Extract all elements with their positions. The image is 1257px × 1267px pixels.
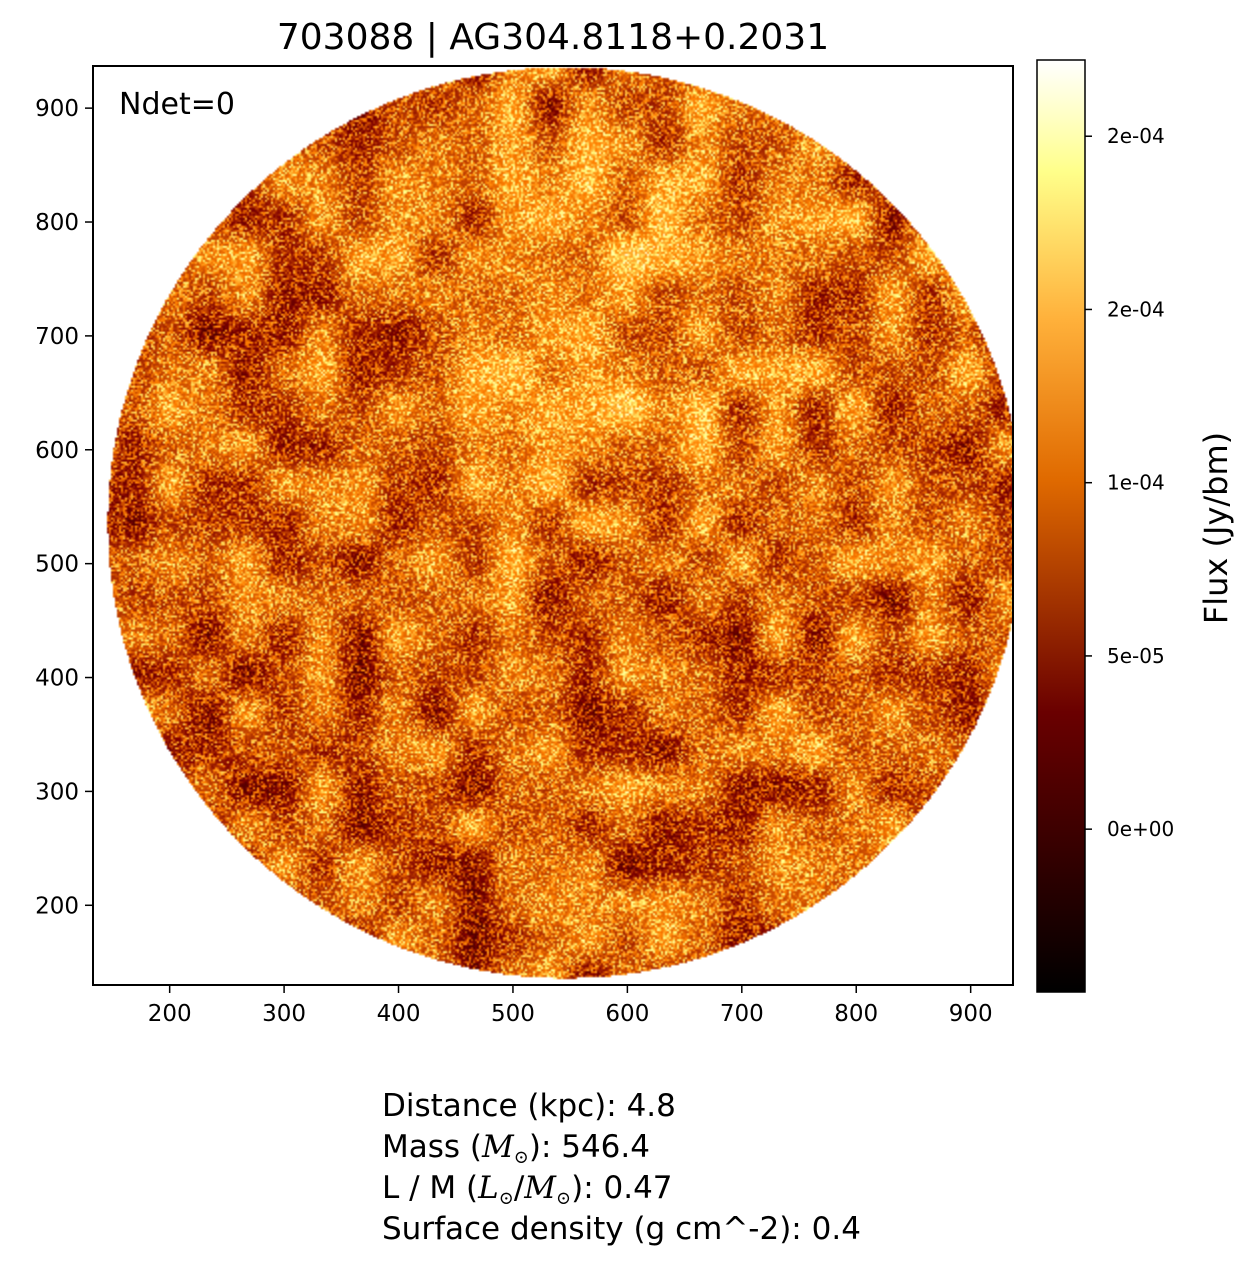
- x-axis: 200 300 400 500 600 700 800 900: [148, 985, 993, 1027]
- y-tick-label: 500: [35, 552, 79, 578]
- colorbar-frame: [1036, 59, 1086, 993]
- colorbar-ticks: 0e+00 5e-05 1e-04 2e-04 2e-04: [1085, 124, 1174, 841]
- lm-suffix: ): 0.47: [571, 1170, 673, 1206]
- lm-line: L / M (L⊙/M⊙): 0.47: [382, 1170, 673, 1209]
- colorbar: [1037, 60, 1085, 992]
- y-tick-label: 600: [35, 438, 79, 464]
- flux-map-image: [93, 66, 1013, 985]
- mass-line: Mass (M⊙): 546.4: [382, 1129, 650, 1168]
- x-tick-label: 600: [605, 1001, 649, 1027]
- y-tick-label: 400: [35, 666, 79, 692]
- plot-frame: [92, 65, 1014, 986]
- x-tick-label: 300: [262, 1001, 306, 1027]
- x-tick-label: 800: [834, 1001, 878, 1027]
- colorbar-label: Flux (Jy/bm): [1197, 432, 1235, 624]
- mass-prefix: Mass (: [382, 1129, 482, 1165]
- mass-suffix: ): 546.4: [528, 1129, 650, 1165]
- y-tick-label: 200: [35, 893, 79, 919]
- ndet-annotation: Ndet=0: [119, 87, 235, 122]
- y-tick-label: 700: [35, 324, 79, 350]
- colorbar-tick-label: 2e-04: [1107, 297, 1165, 321]
- x-tick-label: 900: [949, 1001, 993, 1027]
- lm-prefix: L / M (: [382, 1170, 479, 1206]
- chart-title: 703088 | AG304.8118+0.2031: [277, 17, 829, 58]
- distance-line: Distance (kpc): 4.8: [382, 1088, 676, 1124]
- source-info: Distance (kpc): 4.8 Mass (M⊙): 546.4 L /…: [382, 1086, 861, 1250]
- colorbar-tick-label: 0e+00: [1107, 817, 1174, 841]
- x-tick-label: 400: [377, 1001, 421, 1027]
- colorbar-tick-label: 5e-05: [1107, 644, 1165, 668]
- surface-density-line: Surface density (g cm^-2): 0.4: [382, 1211, 861, 1247]
- x-tick-label: 700: [720, 1001, 764, 1027]
- x-tick-label: 200: [148, 1001, 192, 1027]
- x-tick-label: 500: [491, 1001, 535, 1027]
- y-tick-label: 300: [35, 779, 79, 805]
- y-tick-label: 800: [35, 210, 79, 236]
- y-axis: 200 300 400 500 600 700 800 900: [35, 96, 93, 919]
- y-tick-label: 900: [35, 96, 79, 122]
- colorbar-tick-label: 2e-04: [1107, 124, 1165, 148]
- colorbar-tick-label: 1e-04: [1107, 471, 1165, 495]
